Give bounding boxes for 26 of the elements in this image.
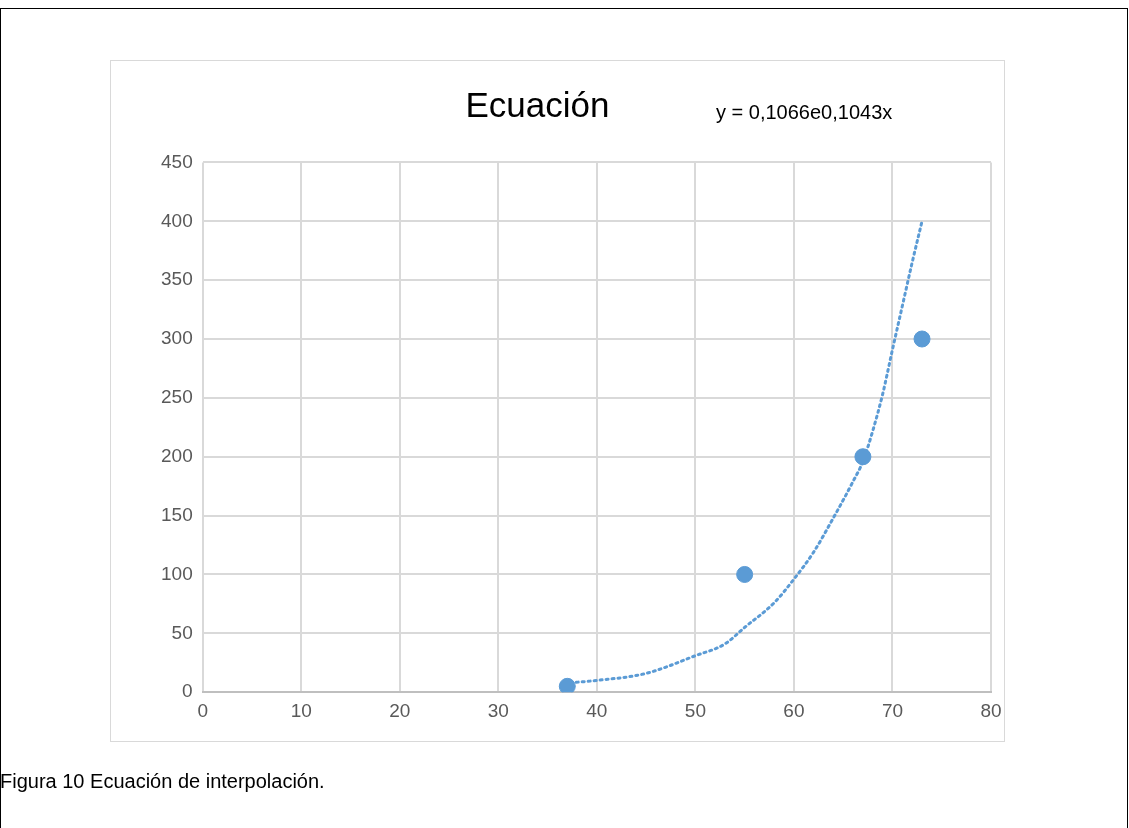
y-tick-label: 100 <box>161 562 193 584</box>
point <box>854 448 872 466</box>
x-tick-label: 20 <box>389 699 411 721</box>
x-tick-label: 70 <box>881 699 904 721</box>
x-tick-label: 80 <box>980 699 1002 721</box>
text: y = 0,1066e0,1043x <box>716 101 893 124</box>
y-tick-label: 200 <box>161 444 193 466</box>
text: Figura 10 Ecuación de interpolación. <box>0 770 325 793</box>
y-tick-label: 350 <box>161 268 193 290</box>
y-tick-label: 300 <box>161 327 193 349</box>
y-tick-label: 50 <box>171 621 193 643</box>
y-tick-label: 450 <box>161 150 193 172</box>
point <box>913 330 931 348</box>
y-tick-label: 400 <box>161 209 193 231</box>
chart-title: Ecuación <box>465 85 610 124</box>
x-tick-label: 60 <box>783 699 805 721</box>
point <box>736 565 754 583</box>
x-tick-label: 30 <box>487 699 509 721</box>
point <box>558 677 576 693</box>
y-tick-label: 250 <box>161 386 193 408</box>
y-tick-label: 150 <box>161 503 193 525</box>
y-tick-label: 0 <box>182 680 193 702</box>
x-tick-label: 50 <box>684 699 706 721</box>
x-tick-label: 0 <box>197 699 208 721</box>
x-tick-label: 10 <box>290 699 312 721</box>
x-tick-label: 40 <box>586 699 608 721</box>
